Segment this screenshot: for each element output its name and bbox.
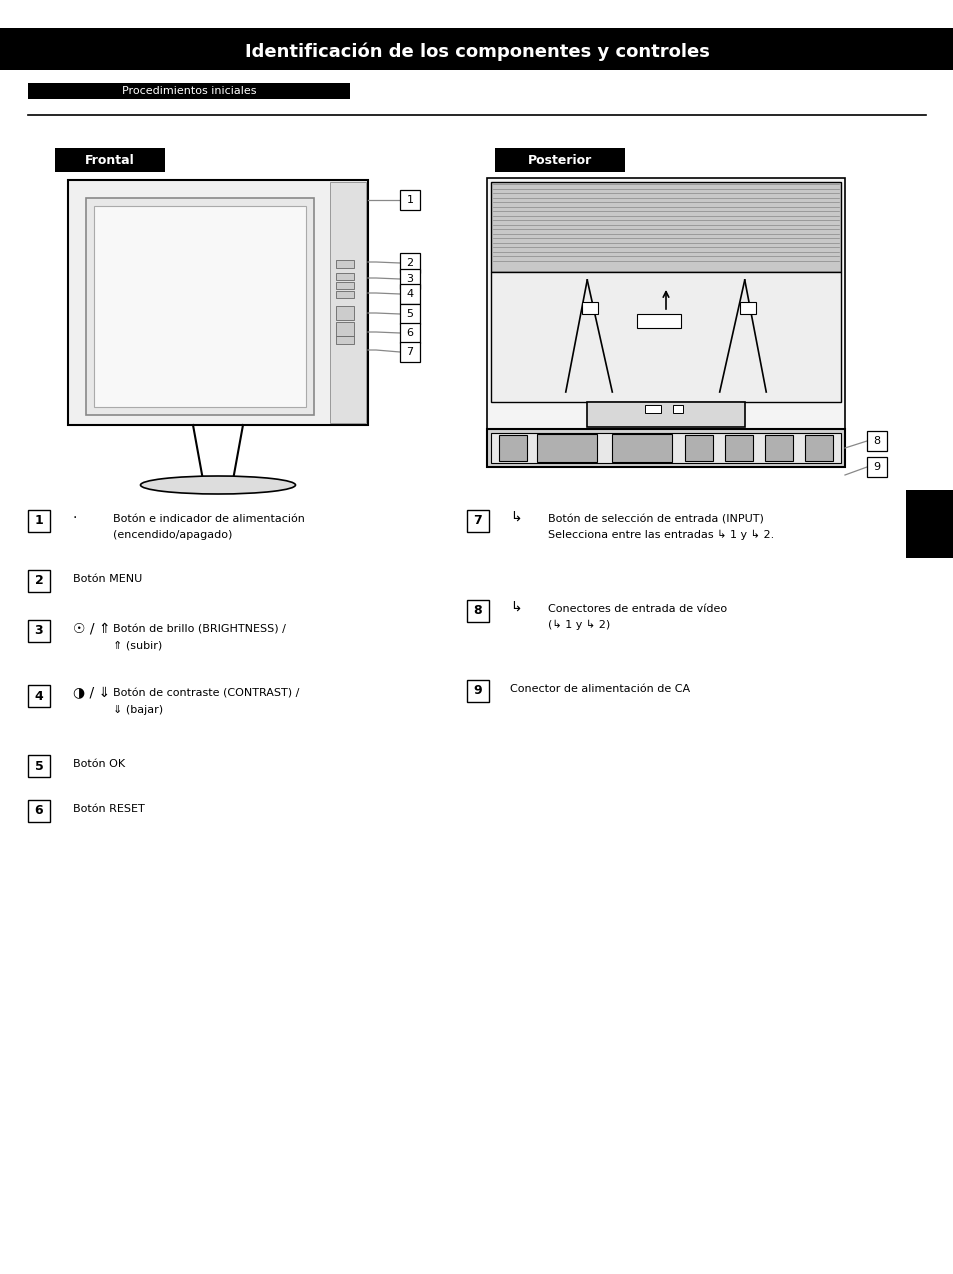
- Ellipse shape: [140, 476, 295, 494]
- Text: Frontal: Frontal: [85, 154, 134, 167]
- Text: 1: 1: [34, 515, 43, 527]
- Text: 7: 7: [406, 347, 414, 357]
- Bar: [587, 403, 744, 427]
- Text: 5: 5: [34, 759, 43, 772]
- Text: ⇓ (bajar): ⇓ (bajar): [112, 705, 163, 715]
- Bar: [86, 197, 314, 415]
- Text: 2: 2: [406, 259, 414, 268]
- Bar: [94, 206, 306, 406]
- Bar: [673, 405, 682, 413]
- Bar: [905, 490, 953, 558]
- Bar: [495, 148, 624, 172]
- Bar: [28, 510, 50, 533]
- Bar: [724, 434, 752, 461]
- Text: Selecciona entre las entradas ↳ 1 y ↳ 2.: Selecciona entre las entradas ↳ 1 y ↳ 2.: [547, 530, 774, 540]
- Bar: [399, 284, 419, 304]
- Bar: [764, 434, 792, 461]
- Bar: [399, 254, 419, 273]
- Text: ⇑ (subir): ⇑ (subir): [112, 640, 162, 650]
- Text: 9: 9: [873, 462, 880, 471]
- Text: 8: 8: [873, 436, 880, 446]
- Bar: [28, 755, 50, 777]
- Text: 9: 9: [474, 684, 482, 697]
- Text: (↳ 1 y ↳ 2): (↳ 1 y ↳ 2): [547, 620, 610, 631]
- Text: 8: 8: [474, 604, 482, 618]
- Text: Procedimientos iniciales: Procedimientos iniciales: [122, 87, 256, 96]
- Text: ☉ / ⇑: ☉ / ⇑: [73, 620, 111, 634]
- Bar: [491, 182, 841, 273]
- Bar: [55, 148, 165, 172]
- Bar: [581, 302, 598, 313]
- Text: 6: 6: [406, 327, 413, 338]
- Text: Botón OK: Botón OK: [73, 759, 125, 769]
- Bar: [28, 620, 50, 642]
- Bar: [335, 260, 354, 268]
- Text: ◑ / ⇓: ◑ / ⇓: [73, 685, 110, 699]
- Bar: [637, 313, 680, 327]
- Text: ·: ·: [73, 511, 77, 525]
- Text: (encendido/apagado): (encendido/apagado): [112, 530, 233, 540]
- Bar: [399, 269, 419, 289]
- Bar: [0, 28, 953, 70]
- Bar: [486, 429, 844, 468]
- Bar: [644, 405, 659, 413]
- Text: Botón MENU: Botón MENU: [73, 575, 142, 583]
- Bar: [486, 178, 844, 457]
- Text: 6: 6: [34, 804, 43, 818]
- Bar: [330, 182, 366, 423]
- Text: 3: 3: [34, 624, 43, 637]
- Bar: [684, 434, 712, 461]
- Bar: [399, 324, 419, 343]
- Bar: [335, 282, 354, 289]
- Text: Botón e indicador de alimentación: Botón e indicador de alimentación: [112, 513, 305, 524]
- Text: ↳: ↳: [510, 511, 521, 525]
- Bar: [491, 433, 841, 462]
- Bar: [491, 273, 841, 403]
- Bar: [335, 306, 354, 320]
- Text: ↳: ↳: [510, 601, 521, 615]
- Bar: [28, 800, 50, 822]
- Bar: [866, 457, 886, 476]
- Bar: [335, 290, 354, 298]
- Bar: [28, 685, 50, 707]
- Text: 3: 3: [406, 274, 413, 284]
- Text: 2: 2: [34, 575, 43, 587]
- Text: 5: 5: [406, 310, 413, 318]
- Bar: [335, 336, 354, 344]
- Text: Botón de brillo (BRIGHTNESS) /: Botón de brillo (BRIGHTNESS) /: [112, 624, 286, 634]
- Bar: [399, 341, 419, 362]
- Text: Botón de contraste (CONTRAST) /: Botón de contraste (CONTRAST) /: [112, 689, 299, 699]
- Text: Posterior: Posterior: [527, 154, 592, 167]
- Bar: [467, 680, 489, 702]
- Bar: [467, 510, 489, 533]
- Bar: [28, 83, 350, 99]
- Bar: [335, 273, 354, 280]
- Text: 4: 4: [34, 689, 43, 702]
- Bar: [866, 431, 886, 451]
- Text: Botón de selección de entrada (INPUT): Botón de selección de entrada (INPUT): [547, 513, 763, 524]
- Bar: [612, 434, 671, 462]
- Bar: [28, 569, 50, 592]
- Bar: [68, 180, 368, 426]
- Text: Botón RESET: Botón RESET: [73, 804, 145, 814]
- Bar: [498, 434, 526, 461]
- Bar: [739, 302, 755, 313]
- Text: Identificación de los componentes y controles: Identificación de los componentes y cont…: [244, 43, 709, 61]
- Bar: [537, 434, 597, 462]
- Bar: [399, 304, 419, 324]
- Text: 1: 1: [406, 195, 413, 205]
- Text: 7: 7: [473, 515, 482, 527]
- Text: Conectores de entrada de vídeo: Conectores de entrada de vídeo: [547, 604, 726, 614]
- Bar: [467, 600, 489, 622]
- Bar: [399, 190, 419, 210]
- Bar: [335, 322, 354, 336]
- Text: 4: 4: [406, 289, 414, 299]
- Bar: [804, 434, 832, 461]
- Text: Conector de alimentación de CA: Conector de alimentación de CA: [510, 684, 689, 694]
